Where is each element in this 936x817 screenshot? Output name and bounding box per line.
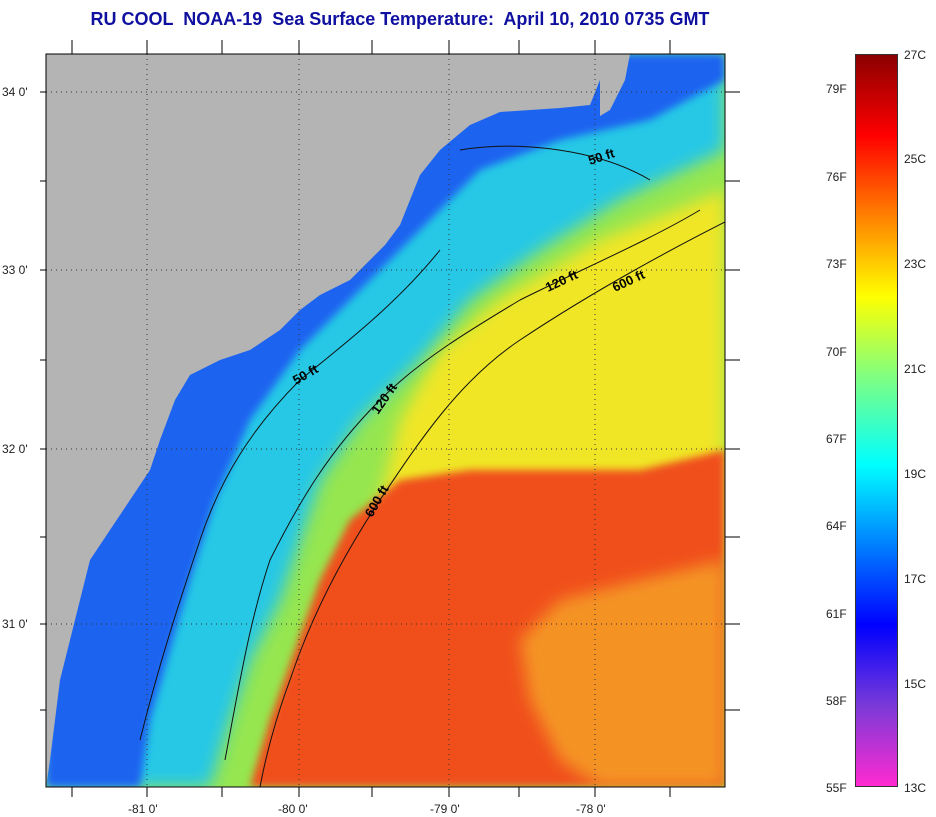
lat-label: 32 0' (2, 442, 28, 456)
graticule (46, 54, 725, 787)
colorbar-c-label: 27C (904, 48, 927, 62)
slope-water (360, 190, 725, 560)
colorbar-f-label: 58F (826, 694, 847, 708)
colorbar-f-label: 70F (826, 345, 847, 359)
isobath-50ft-line (139, 145, 651, 741)
lat-label: 34 0' (2, 85, 28, 99)
map-frame (45, 53, 726, 788)
isobath-600ft-line (259, 221, 725, 787)
lon-label: -80 0' (278, 802, 308, 816)
colorbar-c-label: 13C (904, 781, 927, 795)
isobath-120ft-line (224, 209, 701, 761)
lon-label: -79 0' (430, 802, 460, 816)
lon-label: -81 0' (128, 802, 158, 816)
lat-label: 33 0' (2, 263, 28, 277)
colorbar-c-label: 23C (904, 257, 927, 271)
colorbar-f-label: 64F (826, 519, 847, 533)
colorbar-c-label: 17C (904, 572, 927, 586)
colorbar-c-label: 21C (904, 362, 927, 376)
colorbar-f-label: 76F (826, 170, 847, 184)
lat-label: 31 0' (2, 617, 28, 631)
land-cape (600, 54, 630, 116)
colorbar-f-label: 67F (826, 432, 847, 446)
colorbar-f-label: 73F (826, 257, 847, 271)
colorbar-c-label: 25C (904, 152, 927, 166)
map-ticks (40, 40, 740, 797)
colorbar-f-label: 61F (826, 607, 847, 621)
lon-label: -78 0' (576, 802, 606, 816)
map-title: RU COOL NOAA-19 Sea Surface Temperature:… (90, 9, 710, 29)
colorbar-c-label: 19C (904, 467, 927, 481)
colorbar-f-label: 55F (826, 781, 847, 795)
colorbar-c-label: 15C (904, 677, 927, 691)
warm-eddy (520, 560, 725, 787)
temperature-colorbar (855, 54, 898, 787)
land-mass (46, 54, 600, 787)
colorbar-f-label: 79F (826, 82, 847, 96)
